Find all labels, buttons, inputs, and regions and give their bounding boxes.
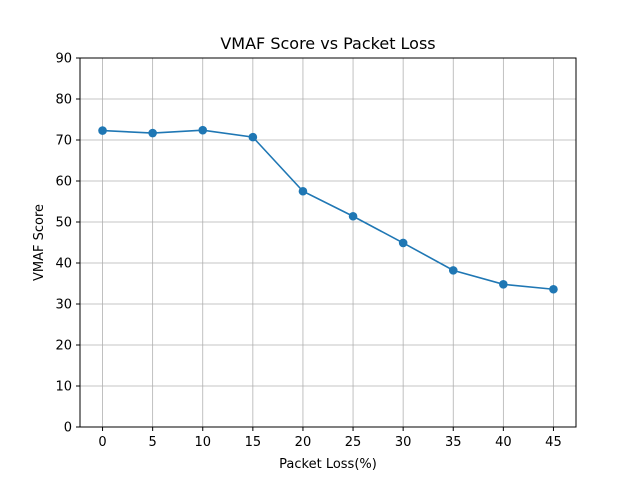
data-point [148, 128, 157, 138]
x-tick-label: 0 [98, 435, 106, 450]
data-point [98, 126, 107, 135]
x-tick-label: 10 [194, 435, 211, 450]
x-tick-label: 40 [495, 435, 512, 450]
data-point [198, 125, 208, 135]
data-point [248, 132, 258, 142]
series-line [102, 129, 554, 291]
x-tick-label: 30 [395, 435, 412, 450]
x-tick-label: 20 [295, 435, 312, 450]
plot-frame [79, 57, 577, 428]
x-axis-label: Packet Loss(%) [279, 457, 377, 472]
y-tick-label: 30 [55, 298, 72, 313]
x-tick-label: 35 [445, 435, 462, 450]
y-tick-label: 20 [55, 339, 72, 354]
data-point [448, 266, 458, 275]
data-point [549, 284, 558, 294]
y-tick-label: 60 [55, 175, 72, 190]
grid-lines [80, 57, 576, 428]
y-tick-label: 70 [55, 134, 72, 149]
data-point [298, 186, 308, 196]
x-tick-label: 15 [245, 435, 262, 450]
x-tick-label: 25 [345, 435, 362, 450]
y-tick-label: 0 [64, 421, 72, 436]
series-layer [98, 125, 558, 294]
x-tick-label: 45 [545, 435, 562, 450]
data-point [398, 238, 408, 248]
y-tick-label: 90 [55, 52, 72, 67]
data-point [348, 211, 358, 221]
y-tick-label: 50 [55, 216, 72, 231]
y-tick-label: 40 [55, 257, 72, 272]
y-tick-label: 10 [55, 380, 72, 395]
data-point [499, 280, 508, 289]
axis-ticks: 0 5 10 15 20 25 30 35 40 45 0 10 20 30 40 50 60 70 80 90 [55, 52, 561, 451]
y-tick-label: 80 [55, 93, 72, 108]
y-axis-label: VMAF Score [32, 204, 47, 281]
chart-title: VMAF Score vs Packet Loss [220, 34, 435, 53]
x-tick-label: 5 [149, 435, 157, 450]
